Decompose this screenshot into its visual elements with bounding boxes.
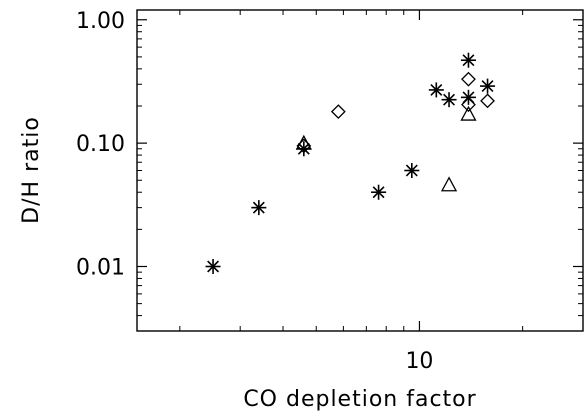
x-tick-label: 10	[405, 349, 433, 374]
axis-tick-labels: 0.01 0.10 1.00 10	[76, 9, 433, 374]
y-axis-title: D/H ratio	[19, 116, 44, 224]
triangle-point	[460, 105, 477, 121]
diamond-point	[461, 97, 476, 113]
asterisk-point	[480, 78, 496, 94]
asterisk-point	[251, 200, 267, 216]
y-tick-label: 0.10	[76, 132, 125, 157]
diamond-point	[461, 71, 476, 87]
axis-ticks	[137, 10, 583, 332]
plot-frame	[136, 9, 584, 332]
diamond-point	[330, 104, 346, 120]
triangle-point	[440, 176, 458, 192]
asterisk-point	[371, 184, 387, 200]
triangle-point	[295, 134, 312, 150]
y-tick-label: 0.01	[76, 255, 125, 280]
data-markers	[205, 52, 496, 274]
asterisk-point	[404, 163, 420, 178]
y-tick-label: 1.00	[76, 9, 125, 34]
x-axis-title: CO depletion factor	[243, 387, 476, 412]
asterisk-point	[428, 82, 444, 98]
asterisk-point	[460, 52, 476, 68]
diamond-point	[480, 93, 495, 109]
asterisk-point	[441, 92, 457, 108]
asterisk-point	[205, 258, 221, 274]
